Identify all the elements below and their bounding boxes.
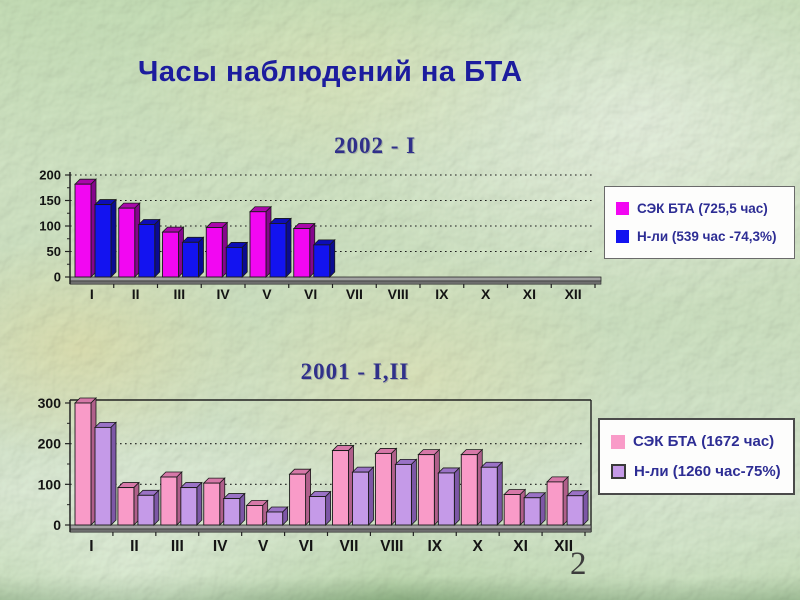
legend-label-n-li-2001: Н-ли (1260 час-75%)	[634, 463, 781, 480]
legend-entry-sek-bta-2001: СЭК БТА (1672 час)	[611, 433, 793, 450]
legend-entry-n-li-2002: Н-ли (539 час -74,3%)	[616, 229, 794, 244]
legend-swatch-sek-bta-2002-icon	[616, 201, 629, 215]
svg-text:0: 0	[54, 270, 61, 285]
chart-title-2002: 2002 - I	[333, 133, 417, 158]
svg-text:V: V	[262, 286, 272, 302]
svg-text:III: III	[171, 538, 184, 555]
svg-text:XII: XII	[554, 538, 573, 555]
svg-text:IV: IV	[213, 538, 228, 555]
svg-text:100: 100	[38, 476, 62, 492]
svg-text:VIII: VIII	[380, 538, 403, 555]
svg-text:150: 150	[39, 193, 61, 208]
legend-swatch-n-li-2001-icon	[611, 464, 626, 479]
svg-text:I: I	[89, 538, 93, 555]
legend-label-sek-bta-2002: СЭК БТА (725,5 час)	[637, 200, 768, 216]
svg-text:XI: XI	[523, 286, 536, 302]
svg-text:300: 300	[38, 395, 62, 411]
svg-text:VII: VII	[339, 538, 358, 555]
legend-2002: СЭК БТА (725,5 час) Н-ли (539 час -74,3%…	[604, 186, 795, 259]
svg-text:VII: VII	[346, 286, 363, 302]
svg-text:VI: VI	[304, 286, 317, 302]
svg-text:I: I	[90, 286, 94, 302]
svg-text:XII: XII	[565, 286, 582, 302]
svg-text:200: 200	[38, 436, 62, 452]
svg-text:IX: IX	[427, 538, 442, 555]
svg-text:X: X	[481, 286, 491, 302]
svg-text:V: V	[258, 538, 269, 555]
svg-text:VIII: VIII	[388, 286, 409, 302]
slide-title: Часы наблюдений на БТА	[138, 56, 523, 88]
svg-text:0: 0	[53, 517, 61, 533]
svg-text:III: III	[174, 286, 186, 302]
page-number: 2	[570, 546, 587, 582]
svg-text:II: II	[132, 286, 140, 302]
legend-entry-sek-bta-2002: СЭК БТА (725,5 час)	[616, 201, 794, 216]
legend-swatch-n-li-2002-icon	[616, 230, 629, 244]
legend-label-sek-bta-2001: СЭК БТА (1672 час)	[633, 433, 775, 450]
svg-text:50: 50	[47, 244, 61, 259]
svg-text:200: 200	[39, 168, 61, 183]
svg-text:IV: IV	[217, 286, 231, 302]
legend-label-n-li-2002: Н-ли (539 час -74,3%)	[637, 229, 777, 245]
svg-text:100: 100	[39, 219, 61, 234]
legend-swatch-sek-bta-2001-icon	[611, 434, 625, 449]
svg-text:XI: XI	[513, 538, 528, 555]
svg-text:X: X	[473, 538, 484, 555]
legend-entry-n-li-2001: Н-ли (1260 час-75%)	[611, 463, 793, 480]
svg-text:IX: IX	[435, 286, 449, 302]
svg-text:II: II	[130, 538, 139, 555]
chart-title-2001: 2001 - I,II	[300, 359, 410, 384]
svg-text:VI: VI	[299, 538, 314, 555]
legend-2001: СЭК БТА (1672 час) Н-ли (1260 час-75%)	[598, 418, 795, 495]
